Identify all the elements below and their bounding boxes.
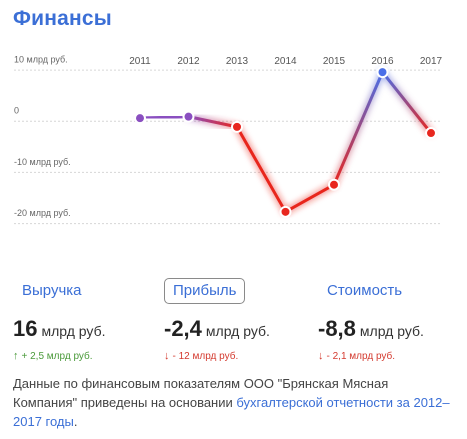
arrow-down-icon: ↓: [318, 350, 324, 362]
series-segment-1: [187, 115, 239, 129]
metrics-panel: Выручка 16 млрд руб. ↑ + 2,5 млрд руб. При…: [0, 278, 467, 368]
data-point-2011[interactable]: [134, 112, 146, 125]
value-value: -8,8: [318, 316, 356, 341]
series-segment-2: [235, 125, 287, 214]
revenue-value-row: 16 млрд руб.: [13, 316, 163, 342]
y-tick-label: 0: [14, 106, 19, 116]
revenue-delta: ↑ + 2,5 млрд руб.: [13, 350, 93, 362]
profit-line-chart: 2011 2012 2013 2014 2015 2016 2017 10 млрд руб…: [14, 55, 443, 225]
value-value-row: -8,8 млрд руб.: [318, 316, 467, 342]
value-delta: ↓ - 2,1 млрд руб.: [318, 350, 396, 362]
arrow-up-icon: ↑: [13, 350, 19, 362]
x-tick-label-2014: 2014: [274, 56, 297, 67]
metric-profit: Прибыль -2,4 млрд руб. ↓ - 12 млрд руб.: [164, 278, 314, 362]
profit-delta: ↓ - 12 млрд руб.: [164, 350, 239, 362]
series-segment-0: [138, 115, 190, 120]
section-title: Финансы: [13, 7, 112, 30]
profit-value: -2,4: [164, 316, 202, 341]
profit-unit: млрд руб.: [205, 323, 270, 339]
accounting-report-link[interactable]: бухгалтерской отчетности за 2012–2017 го…: [13, 395, 450, 429]
y-tick-label: -10 млрд руб.: [14, 157, 71, 167]
source-note-end: .: [73, 414, 78, 429]
metric-revenue: Выручка 16 млрд руб. ↑ + 2,5 млрд руб.: [13, 278, 163, 362]
x-tick-label-2017: 2017: [420, 56, 443, 67]
x-tick-label-2013: 2013: [226, 56, 249, 67]
tab-revenue[interactable]: Выручка: [22, 282, 82, 299]
x-tick-label-2012: 2012: [177, 56, 200, 67]
data-point-2016[interactable]: [376, 66, 389, 79]
profit-value-row: -2,4 млрд руб.: [164, 316, 314, 342]
data-point-2013[interactable]: [231, 120, 243, 133]
source-note: Данные по финансовым показателям ООО "Бр…: [13, 374, 453, 431]
source-note-text: Данные по финансовым показателям ООО "Бр…: [13, 376, 389, 410]
x-tick-label-2016: 2016: [371, 56, 394, 67]
data-point-2014[interactable]: [279, 205, 292, 218]
series-segment-5: [381, 70, 433, 135]
revenue-unit: млрд руб.: [41, 323, 106, 339]
tab-value[interactable]: Стоимость: [327, 282, 403, 299]
y-tick-label: 10 млрд руб.: [14, 55, 68, 65]
tab-profit[interactable]: Прибыль: [164, 278, 246, 304]
series-segment-4: [332, 70, 384, 187]
x-tick-label-2015: 2015: [323, 56, 346, 67]
revenue-value: 16: [13, 316, 38, 341]
x-tick-label-2011: 2011: [129, 56, 151, 67]
data-point-2017[interactable]: [425, 127, 437, 140]
series-segment-3: [284, 183, 336, 214]
data-point-2012[interactable]: [182, 110, 195, 123]
data-point-2015[interactable]: [328, 178, 340, 191]
value-unit: млрд руб.: [359, 323, 424, 339]
arrow-down-icon: ↓: [164, 350, 170, 362]
y-tick-label: -20 млрд руб.: [14, 208, 71, 218]
metric-value: Стоимость -8,8 млрд руб. ↓ - 2,1 млрд руб.: [318, 278, 467, 362]
